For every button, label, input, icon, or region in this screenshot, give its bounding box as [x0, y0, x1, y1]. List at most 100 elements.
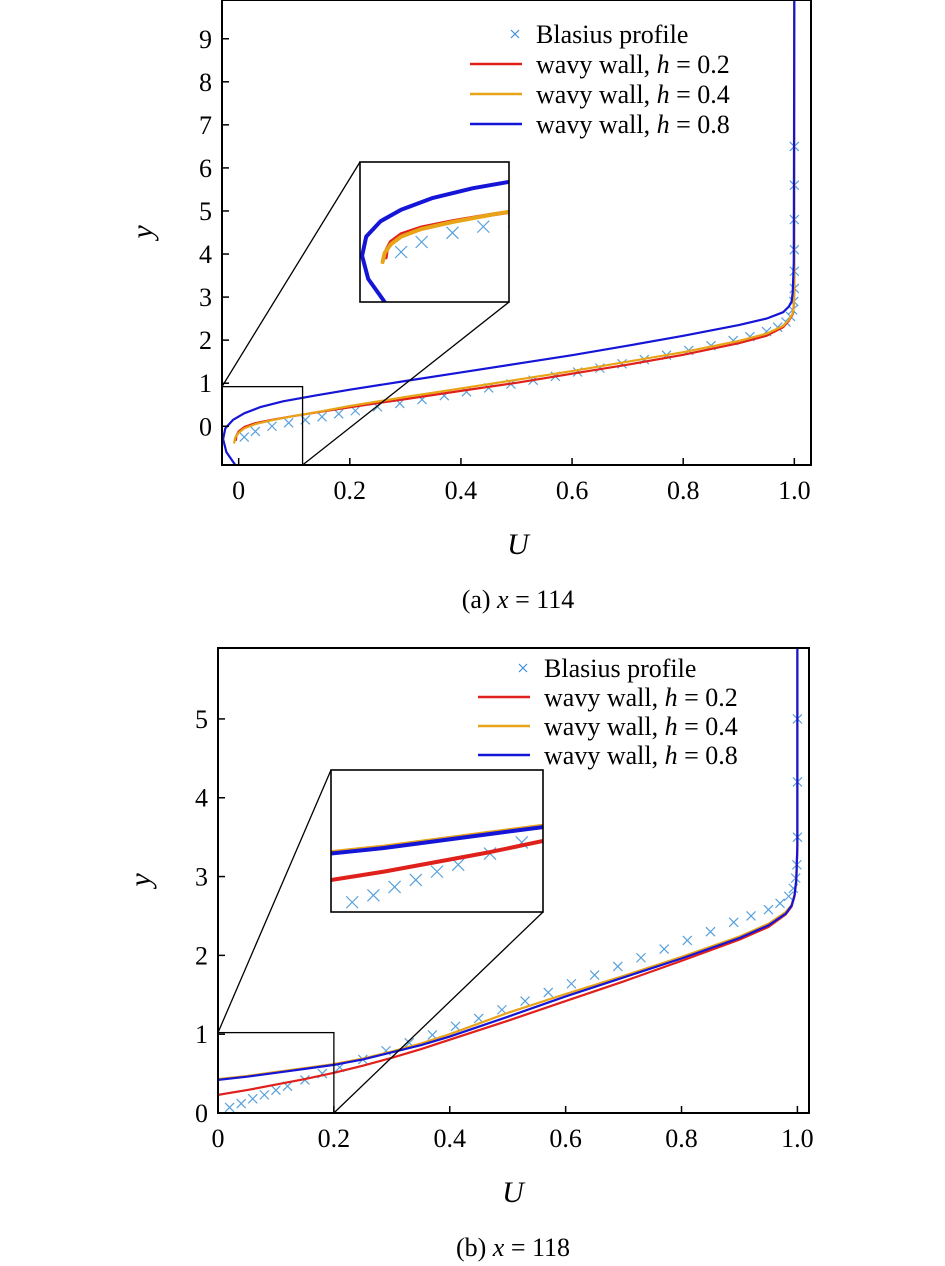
chart-a-inset-series-blasius-profile-point-8 [642, 192, 654, 204]
chart-b-zoom-connector-top [217, 769, 332, 1033]
chart-b-xtick-label-4: 0.8 [665, 1124, 698, 1153]
chart-a-zoom-connector-bottom [302, 301, 510, 466]
chart-b-caption: (b) x = 118 [456, 1233, 570, 1262]
chart-b-series-blasius-profile-point-20 [612, 961, 623, 972]
chart-a-inset-series-wavy-wall-h-0-4-line [380, 209, 509, 264]
chart-a-inset-series-blasius-profile-point-2 [446, 226, 459, 240]
chart-b-inset-series-blasius-profile-point-1 [366, 888, 380, 902]
chart-a-inset-series-blasius-profile-point-14 [888, 151, 900, 163]
chart-a-xtick-label-1: 0.2 [334, 476, 367, 505]
chart-a-ytick-label-0: 0 [199, 412, 212, 441]
chart-a-inset-series-blasius-profile-point-0 [394, 245, 408, 259]
chart-a-ytick-label-4: 4 [199, 240, 212, 269]
chart-a-series-blasius-profile-point-1 [250, 426, 261, 437]
chart-b-ytick-label-0: 0 [195, 1099, 208, 1128]
chart-b-inset-frame [330, 769, 544, 913]
chart-a-inset-series-blasius-profile-point-6 [570, 204, 582, 216]
chart-b-series-blasius-profile-point-4 [271, 1085, 281, 1096]
chart-a-ytick-label-6: 6 [199, 154, 212, 183]
chart-a-series-wavy-wall-h-0-4-line [233, 0, 796, 444]
chart-b-inset-series-wavy-wall-h-0-8-line [331, 825, 543, 856]
chart-b-ylabel: y [124, 873, 157, 890]
chart-b-series-blasius-profile-point-18 [566, 978, 577, 989]
chart-a-inset-series [360, 144, 941, 302]
chart-a-inset-series-wavy-wall-h-0-8-line [360, 179, 509, 302]
chart-b-inset-series-blasius-profile-point-0 [345, 895, 359, 909]
chart-a-ytick-label-8: 8 [199, 68, 212, 97]
chart-a-zoom-region [221, 385, 304, 466]
chart-a-series-blasius-profile-point-3 [283, 417, 294, 428]
chart-a-plot-frame [221, 0, 812, 466]
chart-a-legend-wavy-wall-h-0-2-label: wavy wall, h = 0.2 [536, 50, 730, 79]
chart-b-inset-series-blasius-profile-point-9 [590, 811, 602, 823]
chart-a-caption: (a) x = 114 [462, 585, 575, 614]
chart-b-inset-series-blasius-profile-point-16 [887, 708, 899, 720]
chart-a-series-blasius-profile-point-2 [267, 421, 277, 432]
chart-b-series-blasius-profile-point-13 [450, 1021, 461, 1032]
chart-b-series-blasius-profile-point-25 [728, 917, 739, 928]
chart-a-ytick-label-9: 9 [199, 25, 212, 54]
chart-b-xtick-label-1: 0.2 [318, 1124, 351, 1153]
chart-b-zoom-inset [217, 693, 941, 1114]
chart-a-inset-series-blasius-profile-point-11 [765, 172, 777, 184]
chart-b-series-blasius-profile-point-15 [496, 1004, 507, 1015]
chart-b-ytick-label-1: 1 [195, 1020, 208, 1049]
chart-b-series-blasius-profile-point-17 [543, 987, 554, 998]
chart-b-series-blasius-profile-point-2 [247, 1093, 258, 1104]
chart-a-xtick-label-0: 0 [232, 476, 245, 505]
chart-b-series-blasius-profile-point-19 [589, 970, 600, 981]
chart-a-inset-series-blasius-profile-point-12 [806, 165, 818, 177]
chart-b-legend-blasius-profile-label: Blasius profile [544, 654, 696, 683]
chart-b-inset-series-blasius-profile-point-2 [388, 880, 402, 894]
chart-b-series-blasius-profile-point-27 [763, 904, 774, 915]
chart-b-xtick-label-2: 0.4 [434, 1124, 467, 1153]
chart-a-legend-wavy-wall-h-0-4-label: wavy wall, h = 0.4 [536, 80, 730, 109]
chart-b-inset-series-wavy-wall-h-0-2-line [331, 838, 543, 882]
chart-b-ytick-label-5: 5 [195, 705, 208, 734]
chart-a-xtick-label-5: 1.0 [778, 476, 811, 505]
chart-b-series-blasius-profile-point-28 [775, 898, 785, 909]
chart-b-series-blasius-profile-point-23 [682, 935, 693, 946]
chart-b-series-blasius-profile-point-29 [783, 891, 794, 902]
chart-b-inset-series-blasius-profile-point-17 [929, 693, 941, 705]
chart-a-series [222, 0, 800, 465]
chart-a-legend-blasius-profile-label: Blasius profile [536, 20, 688, 49]
chart-a-xlabel: U [507, 528, 531, 561]
chart-a-inset-background [360, 162, 509, 302]
chart-a: 0 0.2 0.4 0.6 0.8 1.0 0 1 2 3 4 5 6 7 8 9 Blasius profi… [126, 0, 941, 614]
chart-b-series-blasius-profile-point-21 [636, 952, 646, 963]
chart-b-plot-frame [217, 647, 810, 1114]
chart-a-series-blasius-profile-point-6 [333, 408, 344, 419]
chart-b-series-blasius-profile-point-3 [259, 1089, 270, 1100]
chart-a-xtick-label-3: 0.6 [556, 476, 589, 505]
chart-b-ytick-label-4: 4 [195, 784, 208, 813]
chart-a-inset-series-blasius-profile-point-1 [415, 235, 429, 249]
chart-b-inset-series-blasius-profile-point-13 [760, 753, 772, 765]
chart-b-zoom-connector-bottom [333, 911, 544, 1114]
chart-b-series-blasius-profile-point-1 [236, 1098, 247, 1109]
chart-b-legend-wavy-wall-h-0-2-label: wavy wall, h = 0.2 [544, 683, 738, 712]
chart-b-series-blasius-profile-point-26 [746, 911, 756, 921]
chart-a-ylabel: y [126, 225, 159, 242]
chart-b-xlabel: U [502, 1176, 526, 1209]
chart-b-xtick-label-3: 0.6 [549, 1124, 582, 1153]
chart-b-inset-series-blasius-profile-point-11 [675, 782, 687, 794]
chart-a-inset-series-blasius-profile-point-15 [929, 144, 941, 156]
chart-b-legend-blasius-profile-symbol [518, 663, 528, 673]
chart-b-xtick-label-5: 1.0 [781, 1124, 814, 1153]
chart-a-series-blasius-profile-point-0 [239, 432, 250, 442]
chart-b-inset-series-blasius-profile-point-8 [548, 825, 560, 837]
chart-a-inset-series-blasius-profile-point-3 [476, 220, 490, 234]
chart-a-series-wavy-wall-h-0-8-line [222, 0, 796, 465]
chart-b-inset-series [331, 693, 941, 909]
chart-b-inset-series-blasius-profile-point-3 [409, 873, 423, 887]
chart-b-series [218, 648, 803, 1113]
chart-a-xtick-label-2: 0.4 [445, 476, 478, 505]
chart-a-legend-blasius-profile-symbol [510, 29, 520, 39]
chart-b-ytick-label-2: 2 [195, 941, 208, 970]
chart-a-xtick-label-4: 0.8 [667, 476, 700, 505]
